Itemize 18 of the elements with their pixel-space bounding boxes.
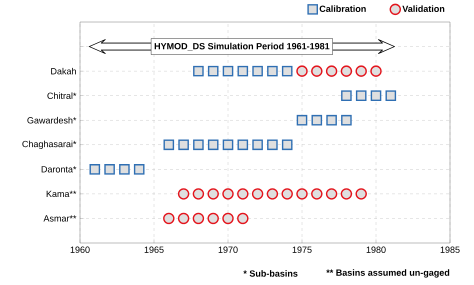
legend-label: Calibration bbox=[320, 5, 366, 12]
text: ** Basins assumed un-gaged bbox=[326, 269, 450, 278]
y-tick-label: Chaghasarai* bbox=[22, 140, 76, 149]
y-tick-label: Asmar** bbox=[43, 215, 76, 222]
x-tick-label: 1960 bbox=[70, 246, 90, 253]
y-tick-label: Chitral* bbox=[47, 92, 76, 99]
y-tick-label: Dakah bbox=[51, 68, 76, 74]
x-tick-label: 1975 bbox=[292, 246, 312, 253]
y-tick-label: Gawardesh* bbox=[27, 116, 76, 124]
y-tick-label: Kama** bbox=[46, 190, 76, 198]
x-tick-label: 1965 bbox=[144, 246, 164, 253]
legend-label: Validation bbox=[402, 5, 444, 12]
text: * Sub-basins bbox=[243, 270, 298, 277]
x-tick-label: 1985 bbox=[440, 246, 460, 253]
annotation: HYMOD_DS Simulation Period 1961-1981 bbox=[154, 42, 330, 50]
x-tick-label: 1980 bbox=[366, 246, 386, 253]
x-tick-label: 1970 bbox=[218, 246, 238, 253]
y-tick-label: Daronta* bbox=[42, 166, 76, 172]
